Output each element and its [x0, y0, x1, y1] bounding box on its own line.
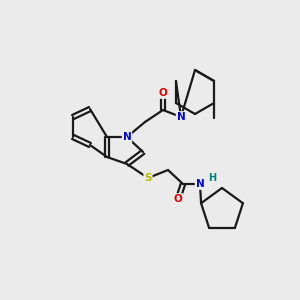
- Text: N: N: [196, 179, 204, 189]
- Text: O: O: [159, 88, 167, 98]
- Text: S: S: [144, 173, 152, 183]
- Text: N: N: [177, 112, 185, 122]
- Text: N: N: [123, 132, 131, 142]
- Text: H: H: [208, 173, 216, 183]
- Text: O: O: [174, 194, 182, 204]
